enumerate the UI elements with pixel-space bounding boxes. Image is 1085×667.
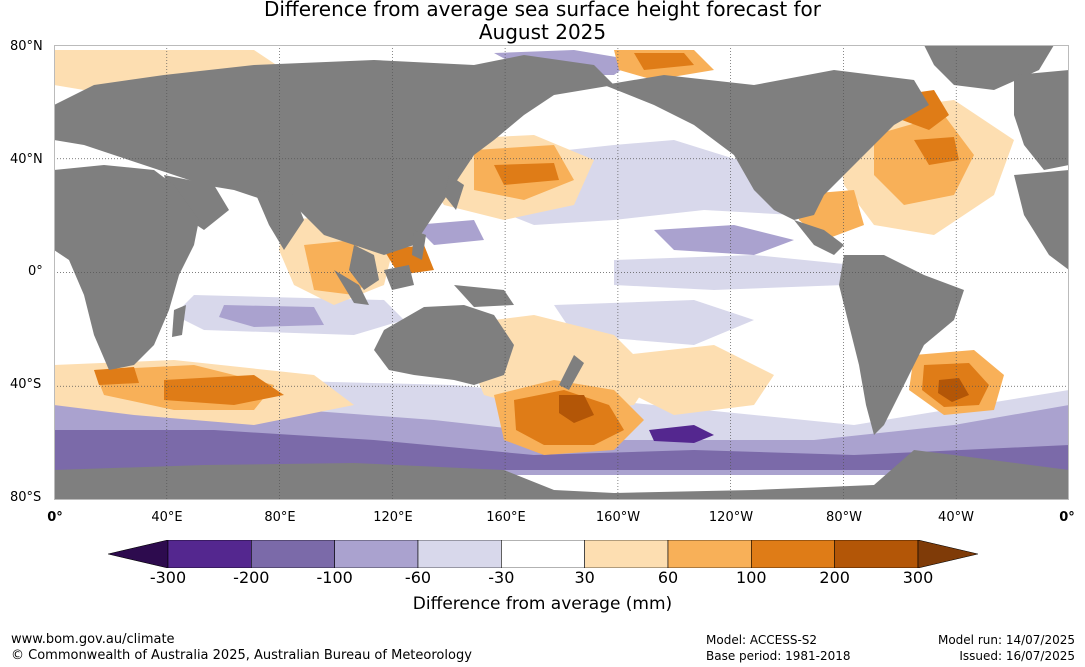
colorbar-tick-label: 30 bbox=[574, 568, 595, 587]
land-india bbox=[254, 190, 304, 250]
anomaly-negative-mid bbox=[654, 225, 794, 255]
land-japan bbox=[444, 175, 464, 210]
anomaly-negative-light bbox=[614, 255, 854, 290]
colorbar-swatch bbox=[334, 539, 419, 569]
lat-label-equator: 0° bbox=[28, 264, 43, 279]
map-canvas bbox=[54, 45, 1069, 500]
colorbar-swatch bbox=[834, 539, 919, 569]
colorbar-swatch bbox=[751, 539, 835, 569]
colorbar-tick-label: 200 bbox=[819, 568, 850, 587]
colorbar-tick-label: -100 bbox=[316, 568, 353, 587]
land-eurasia bbox=[54, 55, 614, 255]
colorbar bbox=[107, 539, 979, 569]
land-central-america bbox=[794, 220, 844, 255]
lon-label-80e: 80°E bbox=[264, 510, 296, 525]
anomaly-positive-strong bbox=[164, 375, 284, 405]
lon-label-160w: 160°W bbox=[595, 510, 641, 525]
lon-label-80w: 80°W bbox=[826, 510, 862, 525]
anomaly-positive-strong bbox=[634, 53, 694, 70]
footer-copyright: © Commonwealth of Australia 2025, Austra… bbox=[11, 648, 472, 663]
land-antarctica bbox=[54, 450, 1069, 500]
lon-label-160e: 160°E bbox=[486, 510, 526, 525]
lon-label-40e: 40°E bbox=[151, 510, 183, 525]
colorbar-swatches bbox=[107, 539, 979, 569]
anomaly-fields bbox=[54, 50, 1069, 475]
colorbar-swatch bbox=[417, 539, 502, 569]
lon-label-0-right: 0° bbox=[1059, 510, 1075, 525]
colorbar-extend-low bbox=[107, 539, 169, 569]
anomaly-positive-strong bbox=[94, 367, 139, 385]
footer-model-run: Model run: 14/07/2025 bbox=[937, 633, 1075, 647]
lat-label-40s: 40°S bbox=[10, 377, 42, 392]
anomaly-positive-strong bbox=[494, 163, 559, 185]
land-indochina bbox=[349, 245, 379, 290]
colorbar-tick-label: 60 bbox=[657, 568, 679, 587]
land-south-america bbox=[839, 255, 964, 435]
footer-model: Model: ACCESS-S2 bbox=[706, 633, 818, 647]
land-europe-east bbox=[1014, 70, 1069, 170]
land-sumatra bbox=[334, 270, 369, 305]
anomaly-positive-light bbox=[624, 345, 774, 415]
land-masses bbox=[54, 45, 1069, 500]
anomaly-negative-mid bbox=[219, 305, 324, 327]
lon-label-120e: 120°E bbox=[373, 510, 413, 525]
anomaly-negative-deep bbox=[649, 425, 714, 443]
lon-label-0-left: 0° bbox=[47, 510, 63, 525]
lat-label-80n: 80°N bbox=[10, 39, 43, 54]
title-line-2: August 2025 bbox=[478, 20, 607, 44]
colorbar-label: Difference from average (mm) bbox=[412, 594, 673, 614]
land-madagascar bbox=[172, 305, 186, 337]
land-arabia bbox=[164, 175, 229, 230]
land-north-america bbox=[604, 70, 929, 220]
anomaly-positive-max bbox=[559, 395, 594, 423]
colorbar-tick-label: -200 bbox=[233, 568, 270, 587]
lon-label-120w: 120°W bbox=[708, 510, 754, 525]
footer-url[interactable]: www.bom.gov.au/climate bbox=[11, 632, 175, 647]
colorbar-swatch bbox=[501, 539, 585, 569]
lon-label-40w: 40°W bbox=[938, 510, 974, 525]
colorbar-tick-label: 100 bbox=[736, 568, 767, 587]
footer-base-period: Base period: 1981-2018 bbox=[706, 649, 851, 663]
anomaly-negative-dark bbox=[54, 430, 1069, 470]
colorbar-tick-label: -30 bbox=[488, 568, 515, 587]
footer-issued: Issued: 16/07/2025 bbox=[959, 649, 1075, 663]
graticule bbox=[54, 45, 1069, 500]
colorbar-swatch bbox=[667, 539, 752, 569]
colorbar-swatch bbox=[167, 539, 252, 569]
anomaly-positive-strong bbox=[914, 137, 959, 165]
land-borneo bbox=[384, 265, 414, 290]
title-line-1: Difference from average sea surface heig… bbox=[263, 0, 822, 21]
lat-label-80s: 80°S bbox=[10, 490, 42, 505]
forecast-map bbox=[54, 45, 1069, 500]
land-new-guinea bbox=[454, 285, 514, 307]
anomaly-negative-mid bbox=[414, 220, 484, 245]
anomaly-positive-max bbox=[938, 378, 969, 402]
colorbar-tick-label: -300 bbox=[149, 568, 187, 587]
land-philippines bbox=[412, 230, 426, 260]
land-africa bbox=[54, 165, 199, 370]
map-frame bbox=[54, 45, 1069, 500]
lat-label-40n: 40°N bbox=[10, 152, 43, 167]
land-africa-east bbox=[1014, 170, 1069, 270]
land-new-zealand bbox=[559, 355, 584, 390]
colorbar-swatch bbox=[584, 539, 669, 569]
land-australia bbox=[374, 305, 514, 385]
colorbar-tick-label: 300 bbox=[902, 568, 934, 587]
colorbar-swatch bbox=[251, 539, 335, 569]
colorbar-tick-label: -60 bbox=[404, 568, 432, 587]
chart-title: Difference from average sea surface heig… bbox=[0, 0, 1085, 44]
colorbar-extend-high bbox=[917, 539, 979, 569]
